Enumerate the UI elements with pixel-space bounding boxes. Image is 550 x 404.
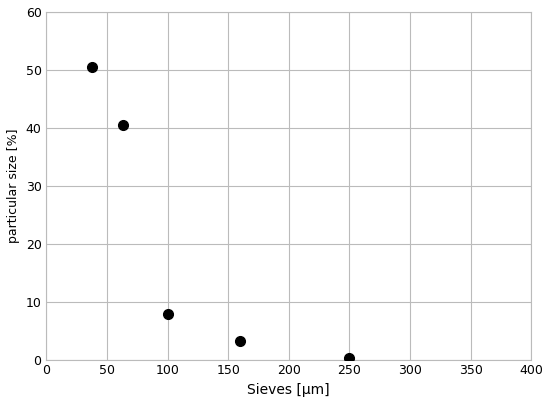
Point — [118, 122, 127, 128]
Y-axis label: particular size [%]: particular size [%] — [7, 128, 20, 243]
Point — [236, 338, 245, 344]
X-axis label: Sieves [μm]: Sieves [μm] — [248, 383, 330, 397]
Point — [163, 311, 172, 318]
Point — [345, 355, 354, 361]
Point — [88, 64, 97, 70]
